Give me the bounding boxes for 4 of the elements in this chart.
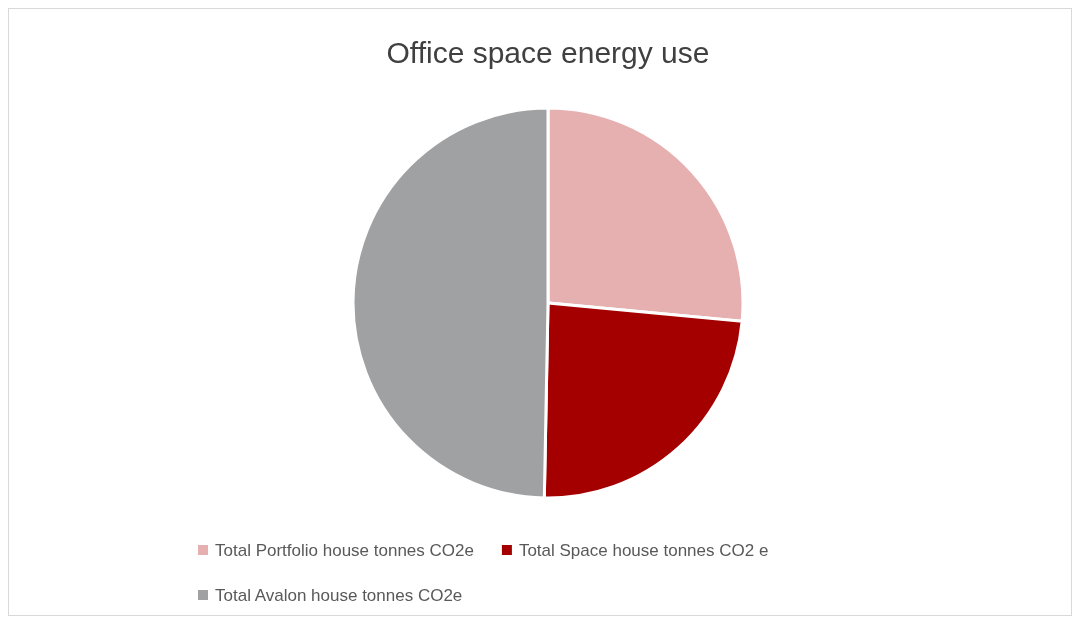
legend-label: Total Avalon house tonnes CO2e — [215, 586, 463, 605]
legend-label: Total Space house tonnes CO2 e — [518, 541, 769, 560]
legend-label: Total Portfolio house tonnes CO2e — [215, 541, 474, 560]
chart-title: Office space energy use — [386, 36, 710, 69]
